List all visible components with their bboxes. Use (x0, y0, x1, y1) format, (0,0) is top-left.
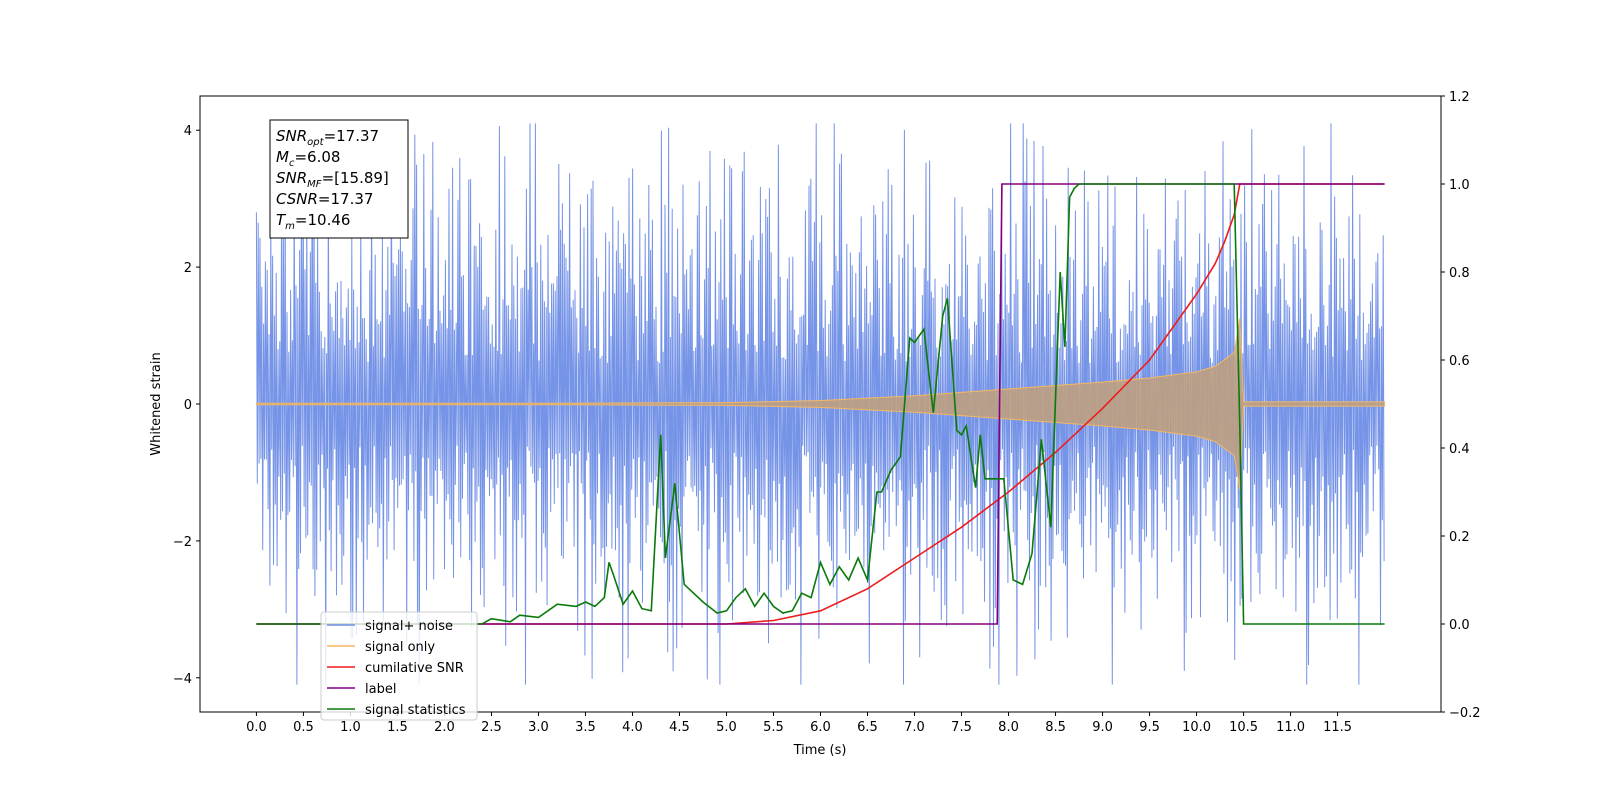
series-signal-noise (255, 123, 1385, 685)
x-tick-label: 2.5 (481, 720, 502, 735)
y-right-tick-label: 1.0 (1449, 178, 1470, 193)
y-right-tick-label: 0.6 (1449, 354, 1470, 369)
x-tick-label: 5.0 (716, 720, 737, 735)
legend: signal+ noise signal only cumilative SNR la… (320, 611, 478, 721)
x-tick-label: 7.0 (904, 720, 925, 735)
legend-label: label (365, 682, 396, 697)
y-tick-label: −2 (173, 535, 192, 550)
x-tick-label: 3.5 (575, 720, 596, 735)
y-axis-label: Whitened strain (149, 352, 164, 455)
x-tick-label: 3.0 (528, 720, 549, 735)
x-tick-label: 2.0 (434, 720, 455, 735)
legend-label: signal+ noise (365, 619, 453, 634)
x-tick-label: 1.5 (387, 720, 408, 735)
series-signal-only (255, 318, 1386, 490)
x-tick-label: 0.0 (246, 720, 267, 735)
y-tick-label: 0 (184, 398, 192, 413)
x-tick-label: 4.5 (669, 720, 690, 735)
series-layer (255, 123, 1386, 685)
annotation-line: Mc=6.08 (276, 148, 340, 169)
legend-frame (320, 611, 478, 721)
y-right-tick-label: 0.4 (1449, 442, 1470, 457)
annotation-line: SNRMF=[15.89] (276, 169, 389, 190)
annotation-line: Tm=10.46 (276, 211, 350, 232)
x-tick-label: 9.0 (1092, 720, 1113, 735)
annotation-frame (269, 119, 409, 239)
annotation-line: SNRopt=17.37 (276, 127, 379, 148)
legend-label: cumilative SNR (365, 661, 464, 676)
legend-entries: signal+ noise signal only cumilative SNR la… (327, 619, 466, 718)
x-tick-label: 7.5 (951, 720, 972, 735)
y-right-tick-label: 1.2 (1449, 90, 1470, 105)
series-label (256, 183, 1385, 625)
legend-label: signal statistics (365, 703, 466, 718)
annotation-lines: SNRopt=17.37Mc=6.08SNRMF=[15.89]CSNR=17.… (276, 127, 389, 232)
x-tick-label: 10.0 (1182, 720, 1211, 735)
annotation-line: CSNR=17.37 (276, 190, 373, 208)
y-right-tick-label: −0.2 (1449, 706, 1481, 721)
y-tick-label: −4 (173, 672, 192, 687)
x-tick-label: 9.5 (1139, 720, 1160, 735)
x-tick-label: 8.0 (998, 720, 1019, 735)
y-right-tick-label: 0.8 (1449, 266, 1470, 281)
x-tick-label: 10.5 (1229, 720, 1258, 735)
y-right-tick-label: 0.0 (1449, 618, 1470, 633)
x-tick-label: 4.0 (622, 720, 643, 735)
x-tick-label: 11.0 (1276, 720, 1305, 735)
axes-layer: 0.0 0.5 1.0 1.5 2.0 2.5 3.0 3.5 4.0 4.5 5.0 5.5 6.0 6… (173, 90, 1481, 735)
y-tick-label: 4 (184, 124, 192, 139)
series-cumilative-snr (256, 183, 1385, 625)
x-tick-label: 0.5 (293, 720, 314, 735)
x-tick-label: 5.5 (763, 720, 784, 735)
series-signal-statistics (256, 183, 1385, 625)
legend-label: signal only (365, 640, 435, 655)
annotation-box: SNRopt=17.37Mc=6.08SNRMF=[15.89]CSNR=17.… (269, 119, 409, 239)
x-tick-label: 6.5 (857, 720, 878, 735)
x-axis-label: Time (s) (793, 743, 847, 758)
x-tick-label: 1.0 (340, 720, 361, 735)
x-tick-label: 11.5 (1323, 720, 1352, 735)
x-tick-label: 8.5 (1045, 720, 1066, 735)
y-right-tick-label: 0.2 (1449, 530, 1470, 545)
x-tick-label: 6.0 (810, 720, 831, 735)
y-tick-label: 2 (184, 261, 192, 276)
